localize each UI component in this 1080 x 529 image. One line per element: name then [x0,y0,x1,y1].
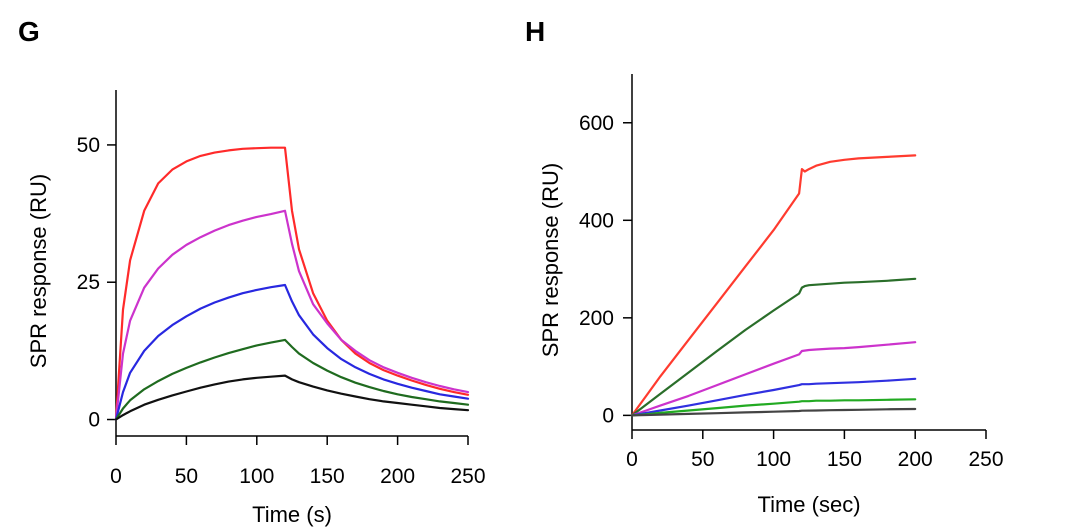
y-tick-label-g-2: 50 [77,134,100,157]
x-tick-label-h-4: 200 [898,448,933,471]
x-tick-label-g-4: 200 [380,465,415,488]
y-tick-label-g-1: 25 [77,271,100,294]
panel-letter-g: G [18,16,40,47]
x-tick-label-g-5: 250 [450,465,485,488]
y-tick-label-h-2: 400 [579,209,614,232]
series-line-h-2 [630,341,917,417]
series-line-g-2 [114,283,470,421]
y-axis-title-g: SPR response (RU) [26,174,51,368]
series-line-h-1 [630,277,917,417]
series-line-g-4 [114,374,470,421]
x-tick-label-g-1: 50 [175,465,198,488]
chart-h: 0 50 100 150 200 250 0 200 400 600 Time (sec) SPR r… [538,74,1004,517]
chart-g: 0 50 100 150 200 250 0 25 50 Time (s) SPR response… [26,90,486,527]
y-tick-label-h-3: 600 [579,112,614,135]
x-tick-label-h-1: 50 [691,448,714,471]
x-axis-title-g: Time (s) [252,502,332,527]
y-tick-label-h-0: 0 [602,404,614,427]
x-tick-label-g-3: 150 [310,465,345,488]
series-line-g-0 [114,146,470,421]
series-line-h-5 [630,407,917,417]
y-tick-label-h-1: 200 [579,307,614,330]
series-line-h-0 [630,154,917,417]
panel-letter-h: H [525,16,546,47]
y-axis-title-h: SPR response (RU) [538,163,563,357]
x-tick-label-g-0: 0 [110,465,122,488]
x-tick-label-h-5: 250 [968,448,1003,471]
y-tick-label-g-0: 0 [88,409,100,432]
x-tick-label-g-2: 100 [239,465,274,488]
series-line-g-1 [114,209,470,421]
x-tick-label-h-0: 0 [626,448,638,471]
series-line-h-4 [630,398,917,417]
x-tick-label-h-3: 150 [827,448,862,471]
series-line-h-3 [630,377,917,417]
x-axis-title-h: Time (sec) [757,492,860,517]
series-line-g-3 [114,338,470,421]
x-tick-label-h-2: 100 [756,448,791,471]
